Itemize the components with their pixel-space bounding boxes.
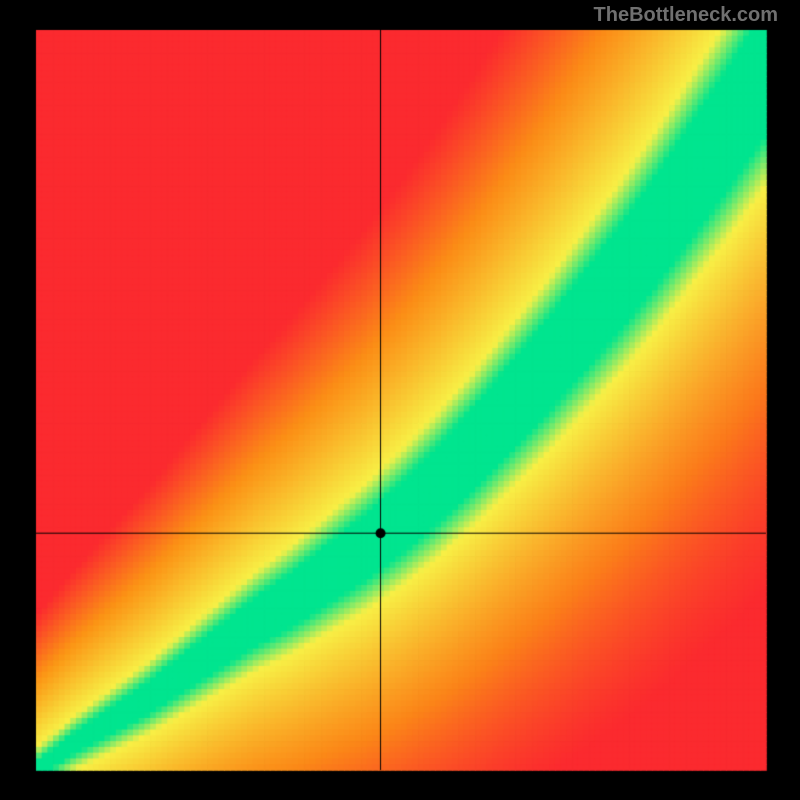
bottleneck-heatmap-canvas: [0, 0, 800, 800]
watermark-text: TheBottleneck.com: [594, 4, 778, 27]
chart-container: TheBottleneck.com: [0, 0, 800, 800]
